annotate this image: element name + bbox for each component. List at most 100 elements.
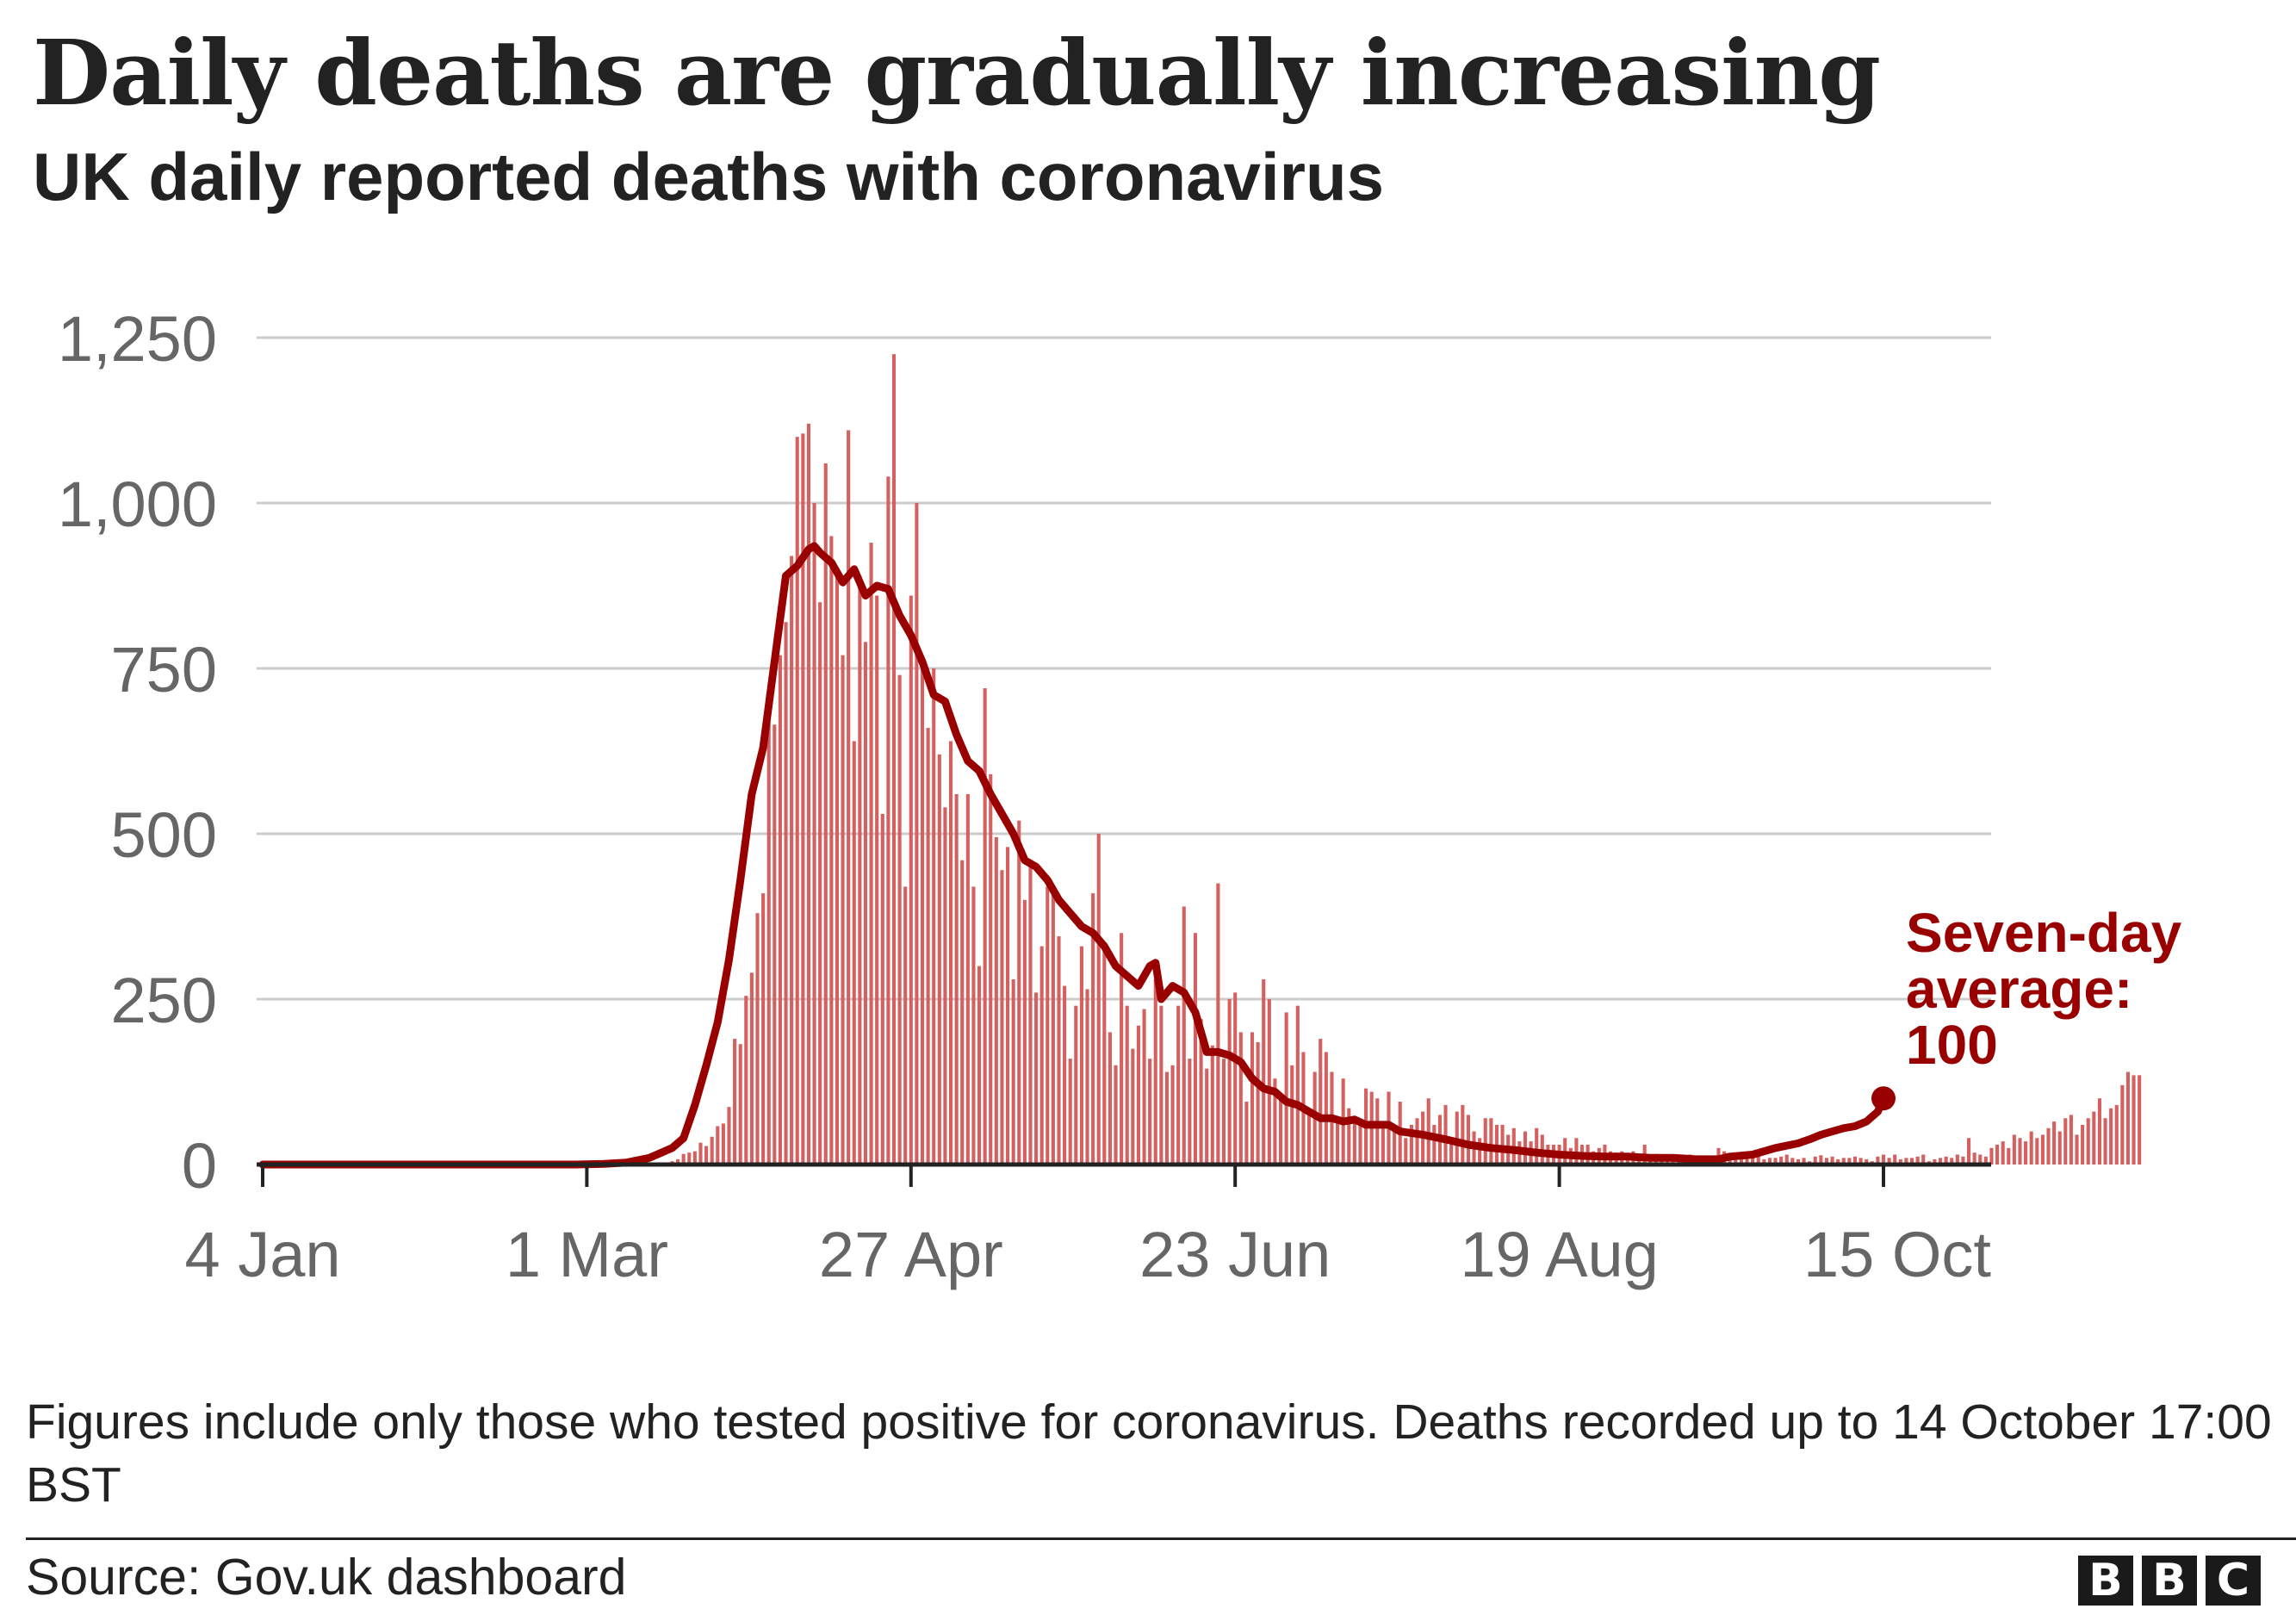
- y-tick-label-0: 0: [182, 1130, 217, 1202]
- bar: [1091, 893, 1095, 1165]
- bar: [721, 1123, 725, 1165]
- bar: [1352, 1118, 1356, 1165]
- bar: [977, 966, 982, 1165]
- bar: [2040, 1134, 2045, 1165]
- bar: [1250, 1032, 1255, 1165]
- bar: [937, 754, 941, 1165]
- bar: [1830, 1156, 1834, 1165]
- y-tick-label-250: 250: [111, 965, 217, 1036]
- bar: [1164, 1071, 1170, 1165]
- source-line: Source: Gov.uk dashboard: [26, 1549, 627, 1606]
- bar: [1756, 1154, 1760, 1165]
- bar: [755, 913, 760, 1165]
- bar: [1767, 1158, 1772, 1165]
- x-tick-label: 1 Mar: [506, 1219, 668, 1290]
- y-tick-label-1000: 1,000: [58, 469, 217, 540]
- annotation-line-2: average:: [1906, 958, 2132, 1020]
- bar: [1950, 1158, 1954, 1165]
- bar: [1233, 992, 1238, 1165]
- bar: [1114, 1065, 1118, 1165]
- bar: [1221, 1059, 1226, 1165]
- bar: [1022, 899, 1027, 1165]
- bar: [1006, 847, 1010, 1165]
- bar: [2075, 1134, 2079, 1165]
- bar: [1393, 1127, 1397, 1165]
- bar: [795, 437, 799, 1165]
- bar: [1170, 1065, 1175, 1165]
- chart-title: Daily deaths are gradually increasing: [33, 20, 1881, 126]
- bar: [994, 836, 998, 1165]
- bar: [1068, 1059, 1072, 1165]
- bar: [875, 595, 879, 1165]
- bar: [1972, 1152, 1976, 1165]
- seven-day-average-line: [258, 542, 1888, 1169]
- bar: [1063, 985, 1067, 1165]
- bar: [2086, 1118, 2090, 1165]
- bar: [1227, 999, 1232, 1165]
- bar: [1148, 1059, 1152, 1165]
- bar: [1483, 1118, 1487, 1165]
- bar: [2125, 1071, 2130, 1165]
- bar: [676, 1158, 680, 1165]
- bar: [681, 1153, 686, 1165]
- y-tick-label-1250: 1,250: [58, 303, 217, 375]
- bar: [869, 543, 873, 1165]
- bar: [932, 668, 936, 1165]
- bar: [1347, 1108, 1351, 1165]
- bar: [909, 595, 913, 1165]
- chart-subtitle: UK daily reported deaths with coronaviru…: [33, 139, 1384, 214]
- bar: [1096, 834, 1101, 1165]
- daily-deaths-bars: [624, 354, 2142, 1165]
- bar: [773, 724, 777, 1165]
- bar: [1273, 1078, 1277, 1165]
- bbc-logo: B B C: [2078, 1556, 2261, 1606]
- bar: [1193, 933, 1198, 1165]
- bar: [2103, 1118, 2107, 1165]
- bar: [1295, 1005, 1300, 1165]
- bar: [1085, 989, 1089, 1165]
- bar: [1535, 1127, 1539, 1165]
- bar: [692, 1151, 697, 1165]
- footnote: Figures include only those who tested po…: [26, 1394, 2272, 1513]
- seven-day-average-endpoint: [1871, 1086, 1896, 1111]
- bar: [1944, 1156, 1948, 1165]
- bar: [960, 860, 965, 1165]
- bar: [989, 773, 993, 1165]
- y-tick-label-500: 500: [111, 799, 217, 871]
- bar: [801, 433, 805, 1165]
- bar: [1478, 1138, 1482, 1165]
- bar: [965, 793, 970, 1165]
- bar: [1893, 1154, 1897, 1165]
- bar: [1836, 1158, 1840, 1165]
- bar: [880, 813, 884, 1165]
- bar: [1921, 1154, 1926, 1165]
- bar: [1039, 946, 1044, 1165]
- bar: [1426, 1098, 1430, 1165]
- bar: [1847, 1158, 1852, 1165]
- bar: [2018, 1138, 2022, 1165]
- x-tick-label: 19 Aug: [1460, 1219, 1658, 1290]
- bar: [1017, 820, 1021, 1165]
- bar: [812, 503, 816, 1165]
- chart-area: 0 250 500 750 1,000 1,250 4 Jan 1 Mar 27 Apr 23 …: [58, 303, 2182, 1290]
- bar: [1739, 1158, 1743, 1165]
- bar: [1057, 936, 1061, 1165]
- gridlines: [257, 336, 1991, 1001]
- bar: [2012, 1134, 2016, 1165]
- bar: [1125, 1005, 1129, 1165]
- bar: [920, 662, 925, 1165]
- bar: [1461, 1104, 1465, 1165]
- bar: [1443, 1104, 1448, 1165]
- bar: [2063, 1118, 2068, 1165]
- bar: [903, 886, 908, 1165]
- bar: [2001, 1141, 2005, 1165]
- bar: [2132, 1075, 2136, 1165]
- bar: [2109, 1108, 2113, 1165]
- bar: [2007, 1147, 2011, 1165]
- x-tick-label: 23 Jun: [1139, 1219, 1331, 1290]
- x-tick-label: 4 Jan: [184, 1219, 340, 1290]
- bar: [1256, 1041, 1260, 1165]
- bar: [1375, 1098, 1380, 1165]
- bar: [698, 1142, 703, 1165]
